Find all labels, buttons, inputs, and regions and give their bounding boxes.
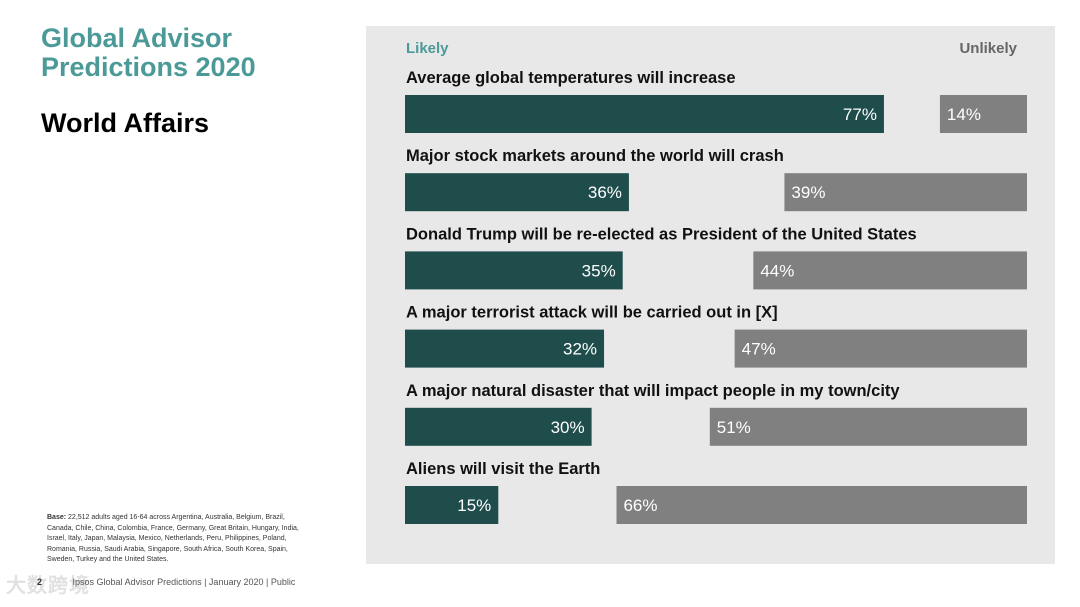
bar-likely-label: 30% <box>551 418 585 437</box>
bar-likely-label: 77% <box>843 105 877 124</box>
category-label: Donald Trump will be re-elected as Presi… <box>406 225 917 243</box>
category-label: A major natural disaster that will impac… <box>406 382 900 400</box>
bar-likely <box>405 486 499 524</box>
bar-unlikely-label: 51% <box>717 418 751 437</box>
bar-unlikely-label: 66% <box>623 496 657 515</box>
bar-likely-label: 15% <box>457 496 491 515</box>
bar-likely-label: 35% <box>582 261 616 280</box>
footer-text: Ipsos Global Advisor Predictions | Janua… <box>72 577 296 587</box>
legend-likely: Likely <box>406 40 449 57</box>
section-title: World Affairs <box>41 108 210 138</box>
bar-likely <box>405 173 629 212</box>
base-note-text: 22,512 adults aged 16-64 across Argentin… <box>47 514 299 563</box>
base-note: Base: 22,512 adults aged 16-64 across Ar… <box>47 513 309 566</box>
bar-unlikely <box>709 407 1027 446</box>
bar-likely <box>405 251 623 290</box>
page-title-line1: Global Advisor <box>41 23 233 53</box>
category-label: Major stock markets around the world wil… <box>406 147 784 165</box>
page-title-line2: Predictions 2020 <box>41 52 256 82</box>
bar-unlikely <box>753 251 1027 290</box>
bar-unlikely-label: 39% <box>791 183 825 202</box>
page-number: 2 <box>37 577 43 587</box>
page-title: Global Advisor Predictions 2020 <box>41 24 341 82</box>
legend-unlikely: Unlikely <box>959 40 1017 57</box>
bar-likely <box>405 329 605 368</box>
category-label: Aliens will visit the Earth <box>406 460 600 478</box>
footer: 2 Ipsos Global Advisor Predictions | Jan… <box>37 577 295 587</box>
predictions-chart: Likely Unlikely Average global temperature… <box>366 26 1055 564</box>
bar-unlikely <box>784 173 1027 212</box>
bar-unlikely-label: 47% <box>742 340 776 359</box>
bar-likely-label: 32% <box>563 340 597 359</box>
base-note-label: Base: <box>47 514 67 521</box>
watermark: 大数跨境 <box>6 575 90 597</box>
bar-unlikely <box>616 486 1027 524</box>
bar-likely <box>405 95 884 133</box>
bar-likely <box>405 407 592 446</box>
bar-unlikely-label: 44% <box>760 261 794 280</box>
bar-unlikely <box>734 329 1027 368</box>
bar-unlikely-label: 14% <box>947 105 981 124</box>
category-label: A major terrorist attack will be carried… <box>406 304 778 322</box>
category-label: Average global temperatures will increas… <box>406 69 736 87</box>
bar-unlikely <box>939 95 1027 133</box>
bar-likely-label: 36% <box>588 183 622 202</box>
